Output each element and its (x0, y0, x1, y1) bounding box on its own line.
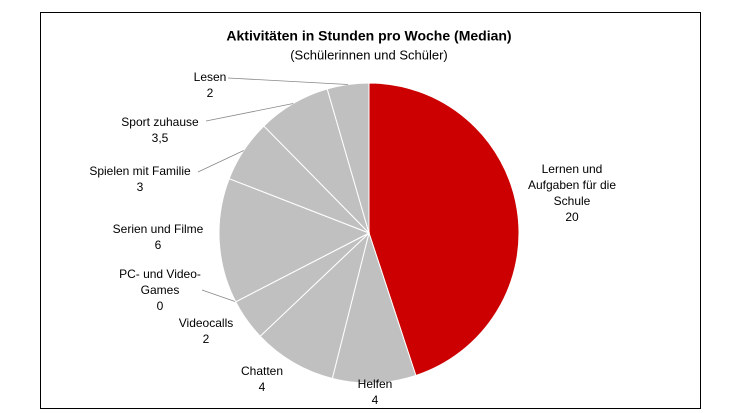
slice-label: Lernen und Aufgaben für die Schule (528, 162, 616, 208)
pie-slice (259, 231, 370, 380)
value-label: 2 (203, 332, 210, 346)
leader-line (201, 289, 236, 303)
slice-label: Serien und Filme (113, 222, 204, 236)
value-label: 3 (137, 180, 144, 194)
leader-line (197, 150, 244, 173)
pie-slice (218, 178, 371, 303)
value-label: 4 (372, 393, 379, 407)
chart-subtitle: (Schülerinnen und Schüler) (290, 47, 448, 62)
leader-line (227, 77, 348, 85)
slice-label: Sport zuhause (121, 115, 199, 129)
value-label: 4 (259, 380, 266, 394)
slice-label: Spielen mit Familie (89, 164, 191, 178)
slice-label: PC- und Video-Games (119, 267, 201, 297)
value-label: 3,5 (152, 131, 169, 145)
chart-title: Aktivitäten in Stunden pro Woche (Median… (226, 28, 511, 44)
slice-label: Helfen (358, 377, 393, 391)
pie-slice (331, 231, 417, 384)
value-label: 20 (565, 210, 579, 224)
pie-slice (368, 82, 520, 377)
slice-label: Chatten (241, 364, 283, 378)
leader-line (205, 103, 294, 122)
pie-slice (326, 82, 370, 234)
slice-label: Lesen (194, 70, 227, 84)
slice-label: Videocalls (179, 316, 233, 330)
value-label: 2 (207, 86, 214, 100)
value-label: 6 (155, 238, 162, 252)
value-label: 0 (157, 299, 164, 313)
